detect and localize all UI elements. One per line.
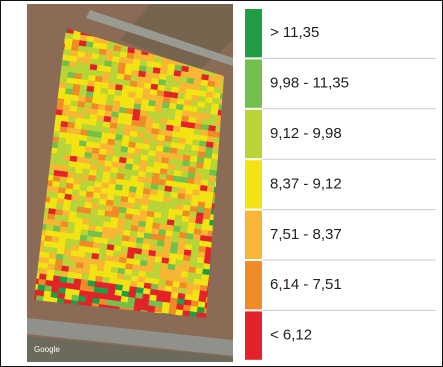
legend-label: < 6,12 [270,327,312,344]
legend-label: 7,51 - 8,37 [270,226,342,243]
legend-label: > 11,35 [270,24,319,41]
legend-label: 9,12 - 9,98 [270,125,342,142]
legend-swatch [245,211,262,259]
legend-swatch [245,160,262,208]
legend-swatch [245,59,262,107]
map-attribution: Google [34,345,60,354]
legend-swatch [245,9,262,57]
legend-label: 8,37 - 9,12 [270,175,342,192]
yield-map-screenshot: Google > 11,35 9,98 - 11,35 9,12 - 9,98 8,3… [0,0,443,367]
legend-label: 9,98 - 11,35 [270,75,349,92]
map: Google [0,0,252,362]
legend-label: 6,14 - 7,51 [270,276,342,293]
legend-swatch [245,311,262,359]
legend-swatch [245,110,262,158]
legend-swatch [245,261,262,309]
